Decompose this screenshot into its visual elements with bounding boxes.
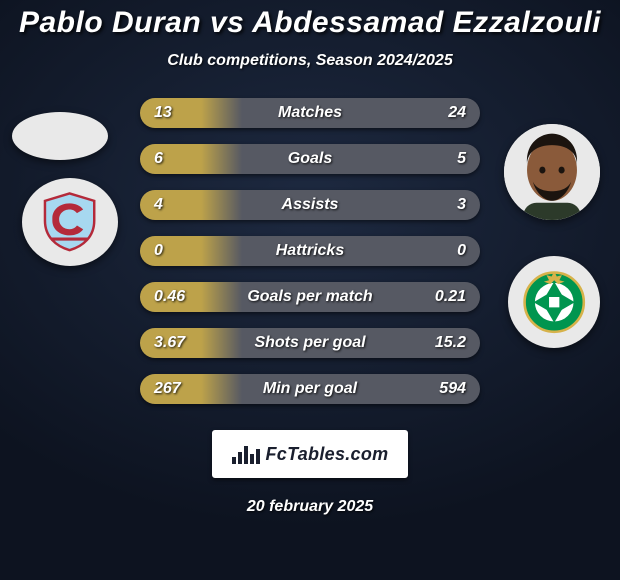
stat-row: 0Hattricks0 bbox=[140, 236, 480, 266]
logo-text: FcTables.com bbox=[266, 444, 389, 465]
club-right-crest bbox=[508, 256, 600, 348]
stat-value-right: 3 bbox=[426, 196, 466, 214]
stat-value-left: 0 bbox=[154, 242, 194, 260]
stat-row: 267Min per goal594 bbox=[140, 374, 480, 404]
bars-icon bbox=[232, 444, 260, 464]
club-left-crest bbox=[22, 178, 118, 266]
player-right-avatar bbox=[504, 124, 600, 220]
stat-value-left: 4 bbox=[154, 196, 194, 214]
stat-value-right: 15.2 bbox=[426, 334, 466, 352]
stat-value-right: 594 bbox=[426, 380, 466, 398]
stat-value-left: 3.67 bbox=[154, 334, 194, 352]
site-logo[interactable]: FcTables.com bbox=[212, 430, 408, 478]
date-label: 20 february 2025 bbox=[247, 498, 373, 516]
stat-value-right: 24 bbox=[426, 104, 466, 122]
stat-row: 3.67Shots per goal15.2 bbox=[140, 328, 480, 358]
stat-value-left: 0.46 bbox=[154, 288, 194, 306]
page-title: Pablo Duran vs Abdessamad Ezzalzouli bbox=[19, 6, 601, 40]
stat-row: 4Assists3 bbox=[140, 190, 480, 220]
player-face-icon bbox=[504, 124, 600, 220]
stat-row: 6Goals5 bbox=[140, 144, 480, 174]
stat-value-right: 0.21 bbox=[426, 288, 466, 306]
real-betis-icon bbox=[522, 270, 586, 334]
stat-value-left: 6 bbox=[154, 150, 194, 168]
stat-row: 0.46Goals per match0.21 bbox=[140, 282, 480, 312]
stat-value-left: 13 bbox=[154, 104, 194, 122]
stats-list: 13Matches24 6Goals5 4Assists3 0Hattricks0 0.… bbox=[140, 98, 480, 404]
comparison-card: Pablo Duran vs Abdessamad Ezzalzouli Clu… bbox=[0, 0, 620, 580]
player-left-avatar bbox=[12, 112, 108, 160]
subtitle: Club competitions, Season 2024/2025 bbox=[167, 52, 452, 70]
stat-value-left: 267 bbox=[154, 380, 194, 398]
stat-row: 13Matches24 bbox=[140, 98, 480, 128]
stat-value-right: 5 bbox=[426, 150, 466, 168]
stat-value-right: 0 bbox=[426, 242, 466, 260]
celta-vigo-icon bbox=[36, 191, 103, 253]
